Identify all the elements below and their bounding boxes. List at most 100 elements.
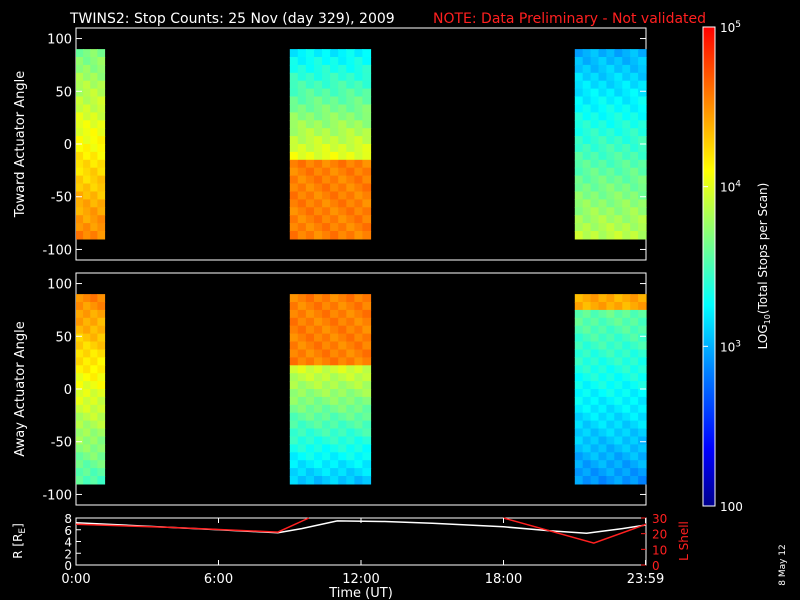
heatmap-cell (590, 428, 600, 437)
heatmap-cell (622, 294, 631, 303)
heatmap-cell (622, 144, 631, 153)
heatmap-cell (97, 215, 106, 224)
heatmap-cell (305, 302, 315, 311)
heatmap-cell (76, 144, 84, 153)
heatmap-cell (638, 302, 647, 311)
heatmap-cell (305, 72, 315, 82)
heatmap-cell (574, 144, 584, 153)
heatmap-cell (314, 96, 323, 105)
heatmap-cell (614, 72, 623, 82)
heatmap-cell (76, 112, 84, 121)
heatmap-cell (354, 136, 364, 145)
heatmap-cell (362, 452, 372, 461)
heatmap-cell (362, 199, 372, 208)
heatmap-cell (614, 104, 623, 113)
heatmap-cell (90, 104, 98, 113)
heatmap-cell (638, 317, 647, 327)
heatmap-cell (314, 207, 323, 216)
heatmap-cell (606, 167, 615, 177)
heatmap-cell (362, 183, 372, 192)
heatmap-cell (330, 420, 339, 430)
heatmap-cell (590, 49, 600, 58)
heatmap-cell (590, 412, 600, 422)
heatmap-cell (338, 120, 347, 129)
heatmap-cell (90, 120, 98, 129)
heatmap-cell (346, 325, 355, 335)
heatmap-cell (90, 460, 98, 469)
heatmap-cell (362, 167, 372, 177)
heatmap-cell (90, 294, 98, 303)
heatmap-cell (598, 302, 607, 311)
heatmap-cell (76, 349, 84, 358)
heatmap-cell (297, 341, 307, 350)
heatmap-cell (362, 468, 372, 477)
heatmap-cell (346, 444, 355, 453)
heatmap-cell (574, 404, 584, 414)
heatmap-cell (97, 159, 106, 169)
heatmap-cell (314, 325, 323, 335)
heatmap-cell (305, 412, 315, 422)
heatmap-cell (630, 349, 639, 358)
heatmap-cell (90, 199, 98, 208)
heatmap-cell (76, 96, 84, 105)
heatmap-cell (622, 309, 631, 319)
heatmap-cell (638, 167, 647, 177)
heatmap-cell (305, 128, 315, 137)
heatmap-cell (362, 373, 372, 382)
y-tick-label: -50 (51, 191, 72, 206)
heatmap-cell (289, 175, 299, 185)
heatmap-cell (289, 64, 299, 74)
heatmap-cell (305, 373, 315, 382)
heatmap-cell (346, 57, 355, 66)
heatmap-cell (346, 436, 355, 445)
heatmap-cell (305, 199, 315, 208)
heatmap-cell (598, 349, 607, 358)
heatmap-cell (574, 412, 584, 422)
heatmap-cell (97, 128, 106, 137)
heatmap-cell (322, 57, 331, 66)
heatmap-cell (83, 120, 91, 129)
heatmap-cell (322, 49, 331, 58)
heatmap-cell (622, 436, 631, 445)
heatmap-cell (338, 412, 347, 422)
heatmap-cell (322, 333, 331, 343)
heatmap-cell (90, 144, 98, 153)
heatmap-cell (90, 412, 98, 422)
heatmap-cell (354, 389, 364, 398)
heatmap-cell (338, 231, 347, 240)
heatmap-cell (590, 309, 600, 319)
heatmap-cell (638, 159, 647, 169)
heatmap-cell (622, 396, 631, 406)
heatmap-cell (606, 72, 615, 82)
heatmap-cell (322, 88, 331, 98)
heatmap-cell (598, 112, 607, 121)
heatmap-cell (338, 357, 347, 366)
heatmap-cell (297, 396, 307, 406)
heatmap-cell (622, 341, 631, 350)
heatmap-cell (354, 80, 364, 90)
heatmap-cell (614, 159, 623, 169)
heatmap-cell (582, 341, 592, 350)
heatmap-cell (289, 120, 299, 129)
heatmap-cell (622, 231, 631, 240)
heatmap-cell (76, 309, 84, 319)
heatmap-cell (297, 144, 307, 153)
heatmap-cell (90, 191, 98, 200)
heatmap-cell (598, 404, 607, 414)
heatmap-cell (330, 389, 339, 398)
heatmap-cell (314, 341, 323, 350)
heatmap-cell (606, 444, 615, 453)
heatmap-cell (630, 476, 639, 485)
heatmap-cell (630, 88, 639, 98)
heatmap-cell (630, 341, 639, 350)
heatmap-cell (630, 49, 639, 58)
heatmap-cell (622, 404, 631, 414)
heatmap-cell (97, 357, 106, 366)
heatmap-cell (330, 460, 339, 469)
heatmap-cell (574, 460, 584, 469)
heatmap-cell (354, 49, 364, 58)
heatmap-cell (614, 128, 623, 137)
heatmap-cell (338, 468, 347, 477)
heatmap-cell (582, 223, 592, 232)
heatmap-cell (598, 396, 607, 406)
